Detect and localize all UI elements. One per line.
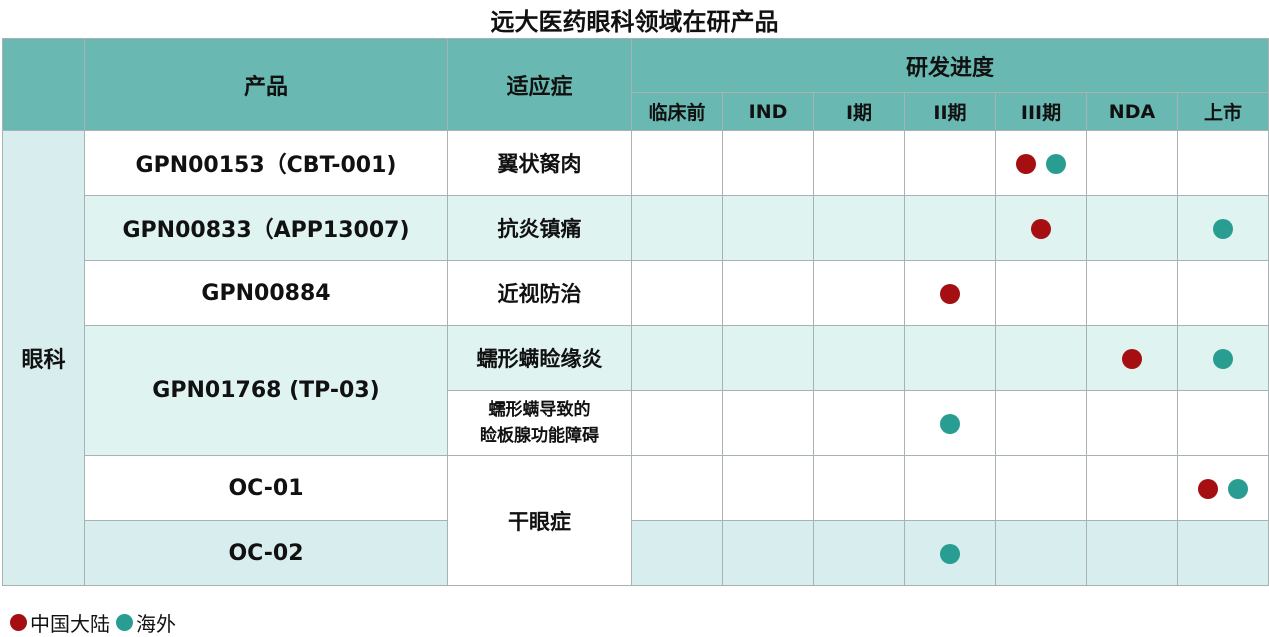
stage-header: 临床前 <box>631 92 723 131</box>
stage-cell <box>1176 455 1269 521</box>
stage-cell <box>1086 520 1178 586</box>
stage-cell <box>722 260 814 326</box>
stage-cell <box>813 455 905 521</box>
area-cell: 眼科 <box>2 130 85 586</box>
stage-cell <box>1176 130 1269 196</box>
stage-cell <box>904 195 996 261</box>
stage-cell <box>813 520 905 586</box>
table-row: GPN01768 (TP-03) 蠕形螨睑缘炎 <box>3 325 1269 456</box>
overseas-dot-icon <box>1213 348 1234 369</box>
overseas-dot-icon <box>1046 153 1066 174</box>
stage-cell <box>904 260 996 326</box>
stage-cell <box>722 390 814 456</box>
product-header: 产品 <box>84 38 448 131</box>
product-cell: GPN01768 (TP-03) <box>84 325 448 456</box>
product-cell: OC-02 <box>84 520 448 586</box>
stage-cell <box>995 455 1087 521</box>
stage-cell <box>904 455 996 521</box>
china-dot-icon <box>1122 348 1142 369</box>
indication-cell: 蠕形螨睑缘炎 <box>447 325 632 391</box>
stage-cell <box>722 455 814 521</box>
stage-cell <box>722 520 814 586</box>
pipeline-table: 产品 适应症 研发进度 临床前 IND I期 II期 III期 NDA 上市 眼科 GPN00… <box>2 38 1269 586</box>
stage-cell <box>631 520 723 586</box>
stage-cell <box>995 520 1087 586</box>
table-row: GPN00884 近视防治 <box>3 260 1269 326</box>
product-cell: GPN00153（CBT-001) <box>84 130 448 196</box>
table-row: GPN00833（APP13007) 抗炎镇痛 <box>3 195 1269 261</box>
stage-cell <box>813 390 905 456</box>
indication-cell: 近视防治 <box>447 260 632 326</box>
stage-cell <box>904 520 996 586</box>
stage-cell <box>995 390 1087 456</box>
product-cell: OC-01 <box>84 455 448 521</box>
stage-cell <box>1086 325 1178 391</box>
overseas-dot-icon <box>940 543 960 564</box>
table-row: OC-01 干眼症 <box>3 455 1269 586</box>
overseas-dot-icon <box>1213 218 1234 239</box>
stage-cell <box>1086 390 1178 456</box>
legend: 中国大陆 海外 <box>10 608 182 637</box>
stage-cell <box>631 325 723 391</box>
stage-cell <box>904 390 996 456</box>
stage-cell <box>995 260 1087 326</box>
stage-cell <box>631 260 723 326</box>
area-header <box>2 38 85 131</box>
table-row: 蠕形螨导致的 睑板腺功能障碍 <box>3 390 1269 456</box>
indication-cell: 抗炎镇痛 <box>447 195 632 261</box>
china-dot-icon <box>1016 153 1036 174</box>
progress-header: 研发进度 <box>630 38 1269 93</box>
stage-cell <box>631 195 723 261</box>
product-cell: GPN00833（APP13007) <box>84 195 448 261</box>
page-title: 远大医药眼科领域在研产品 <box>490 8 779 36</box>
stage-header: I期 <box>813 92 905 131</box>
legend-label: 中国大陆 <box>30 612 110 636</box>
stage-cell <box>1176 325 1269 391</box>
china-dot-icon <box>1198 478 1219 499</box>
stage-cell <box>1086 195 1178 261</box>
stage-cell <box>813 130 905 196</box>
stage-header: NDA <box>1086 92 1178 131</box>
stage-cell <box>1176 260 1269 326</box>
stage-cell <box>995 130 1087 196</box>
china-dot-icon <box>940 283 960 304</box>
china-dot-icon <box>1031 218 1051 239</box>
stage-cell <box>1176 520 1269 586</box>
stage-cell <box>631 390 723 456</box>
stage-cell <box>813 260 905 326</box>
table-row: 眼科 GPN00153（CBT-001) 翼状胬肉 <box>2 130 1269 586</box>
stage-header: III期 <box>995 92 1087 131</box>
table-row: OC-02 <box>3 520 1269 586</box>
stage-cell <box>1176 390 1269 456</box>
indication-header: 适应症 <box>447 38 632 131</box>
stage-cell <box>631 130 723 196</box>
stage-header: 上市 <box>1176 92 1269 131</box>
stage-cell <box>813 195 905 261</box>
indication-cell: 干眼症 <box>447 455 632 586</box>
stage-cell <box>1086 260 1178 326</box>
product-cell: GPN00884 <box>84 260 448 326</box>
stage-cell <box>1086 130 1178 196</box>
china-legend-dot-icon <box>10 614 27 631</box>
overseas-dot-icon <box>1228 478 1249 499</box>
indication-cell: 翼状胬肉 <box>447 130 632 196</box>
stage-cell <box>631 455 723 521</box>
stage-cell <box>995 325 1087 391</box>
stage-cell <box>904 325 996 391</box>
stage-cell <box>995 195 1087 261</box>
overseas-dot-icon <box>940 413 960 434</box>
stage-cell <box>1176 195 1269 261</box>
legend-label: 海外 <box>136 612 176 636</box>
overseas-legend-dot-icon <box>116 614 133 631</box>
stage-header: II期 <box>904 92 996 131</box>
indication-cell: 蠕形螨导致的 睑板腺功能障碍 <box>447 390 632 456</box>
stage-header: IND <box>722 92 814 131</box>
stage-cell <box>722 195 814 261</box>
stage-cell <box>813 325 905 391</box>
stage-cell <box>904 130 996 196</box>
stage-cell <box>722 130 814 196</box>
stage-cell <box>722 325 814 391</box>
stage-cell <box>1086 455 1178 521</box>
